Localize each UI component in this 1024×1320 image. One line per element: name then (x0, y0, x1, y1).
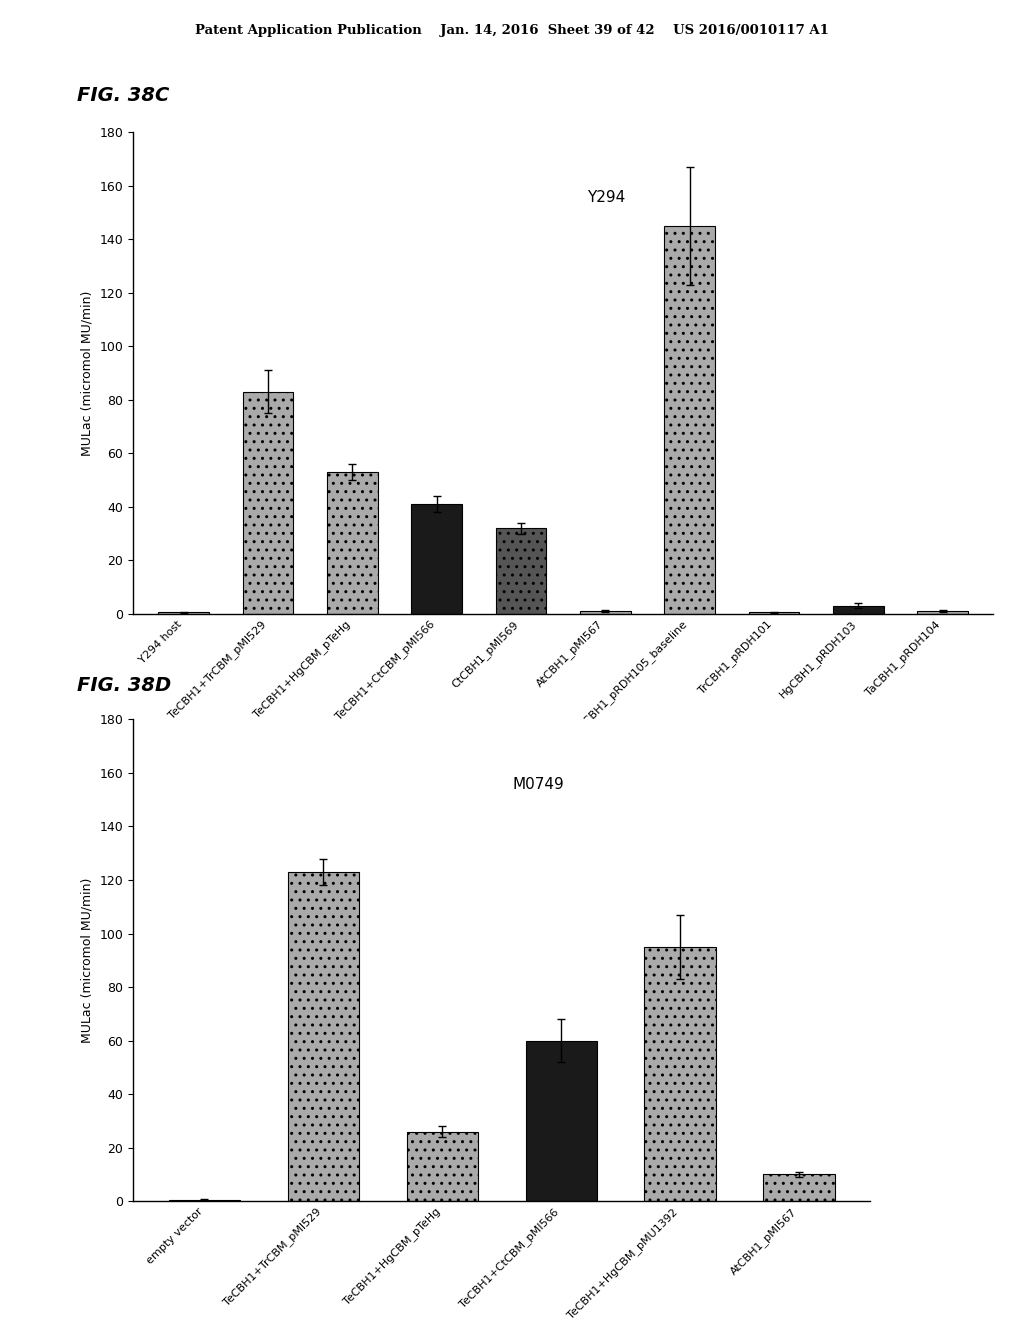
Bar (169, 1200, 241, 1201)
Y-axis label: MULac (micromol MU/min): MULac (micromol MU/min) (81, 290, 94, 455)
Bar (288, 873, 359, 1201)
Text: Y294: Y294 (587, 190, 626, 205)
Bar (644, 946, 716, 1201)
Bar (834, 606, 884, 614)
Bar (496, 528, 547, 614)
Bar (749, 612, 800, 614)
Text: FIG. 38C: FIG. 38C (77, 86, 169, 104)
Text: FIG. 38D: FIG. 38D (77, 676, 171, 694)
Bar (243, 392, 293, 614)
Bar (327, 473, 378, 614)
Y-axis label: MULac (micromol MU/min): MULac (micromol MU/min) (81, 878, 94, 1043)
Bar (412, 504, 462, 614)
Bar (407, 1131, 478, 1201)
Bar (159, 612, 209, 614)
Text: Patent Application Publication    Jan. 14, 2016  Sheet 39 of 42    US 2016/00101: Patent Application Publication Jan. 14, … (195, 24, 829, 37)
Bar (763, 1175, 835, 1201)
Bar (665, 226, 715, 614)
Bar (525, 1040, 597, 1201)
Bar (580, 611, 631, 614)
Bar (918, 611, 968, 614)
Text: M0749: M0749 (513, 777, 564, 792)
